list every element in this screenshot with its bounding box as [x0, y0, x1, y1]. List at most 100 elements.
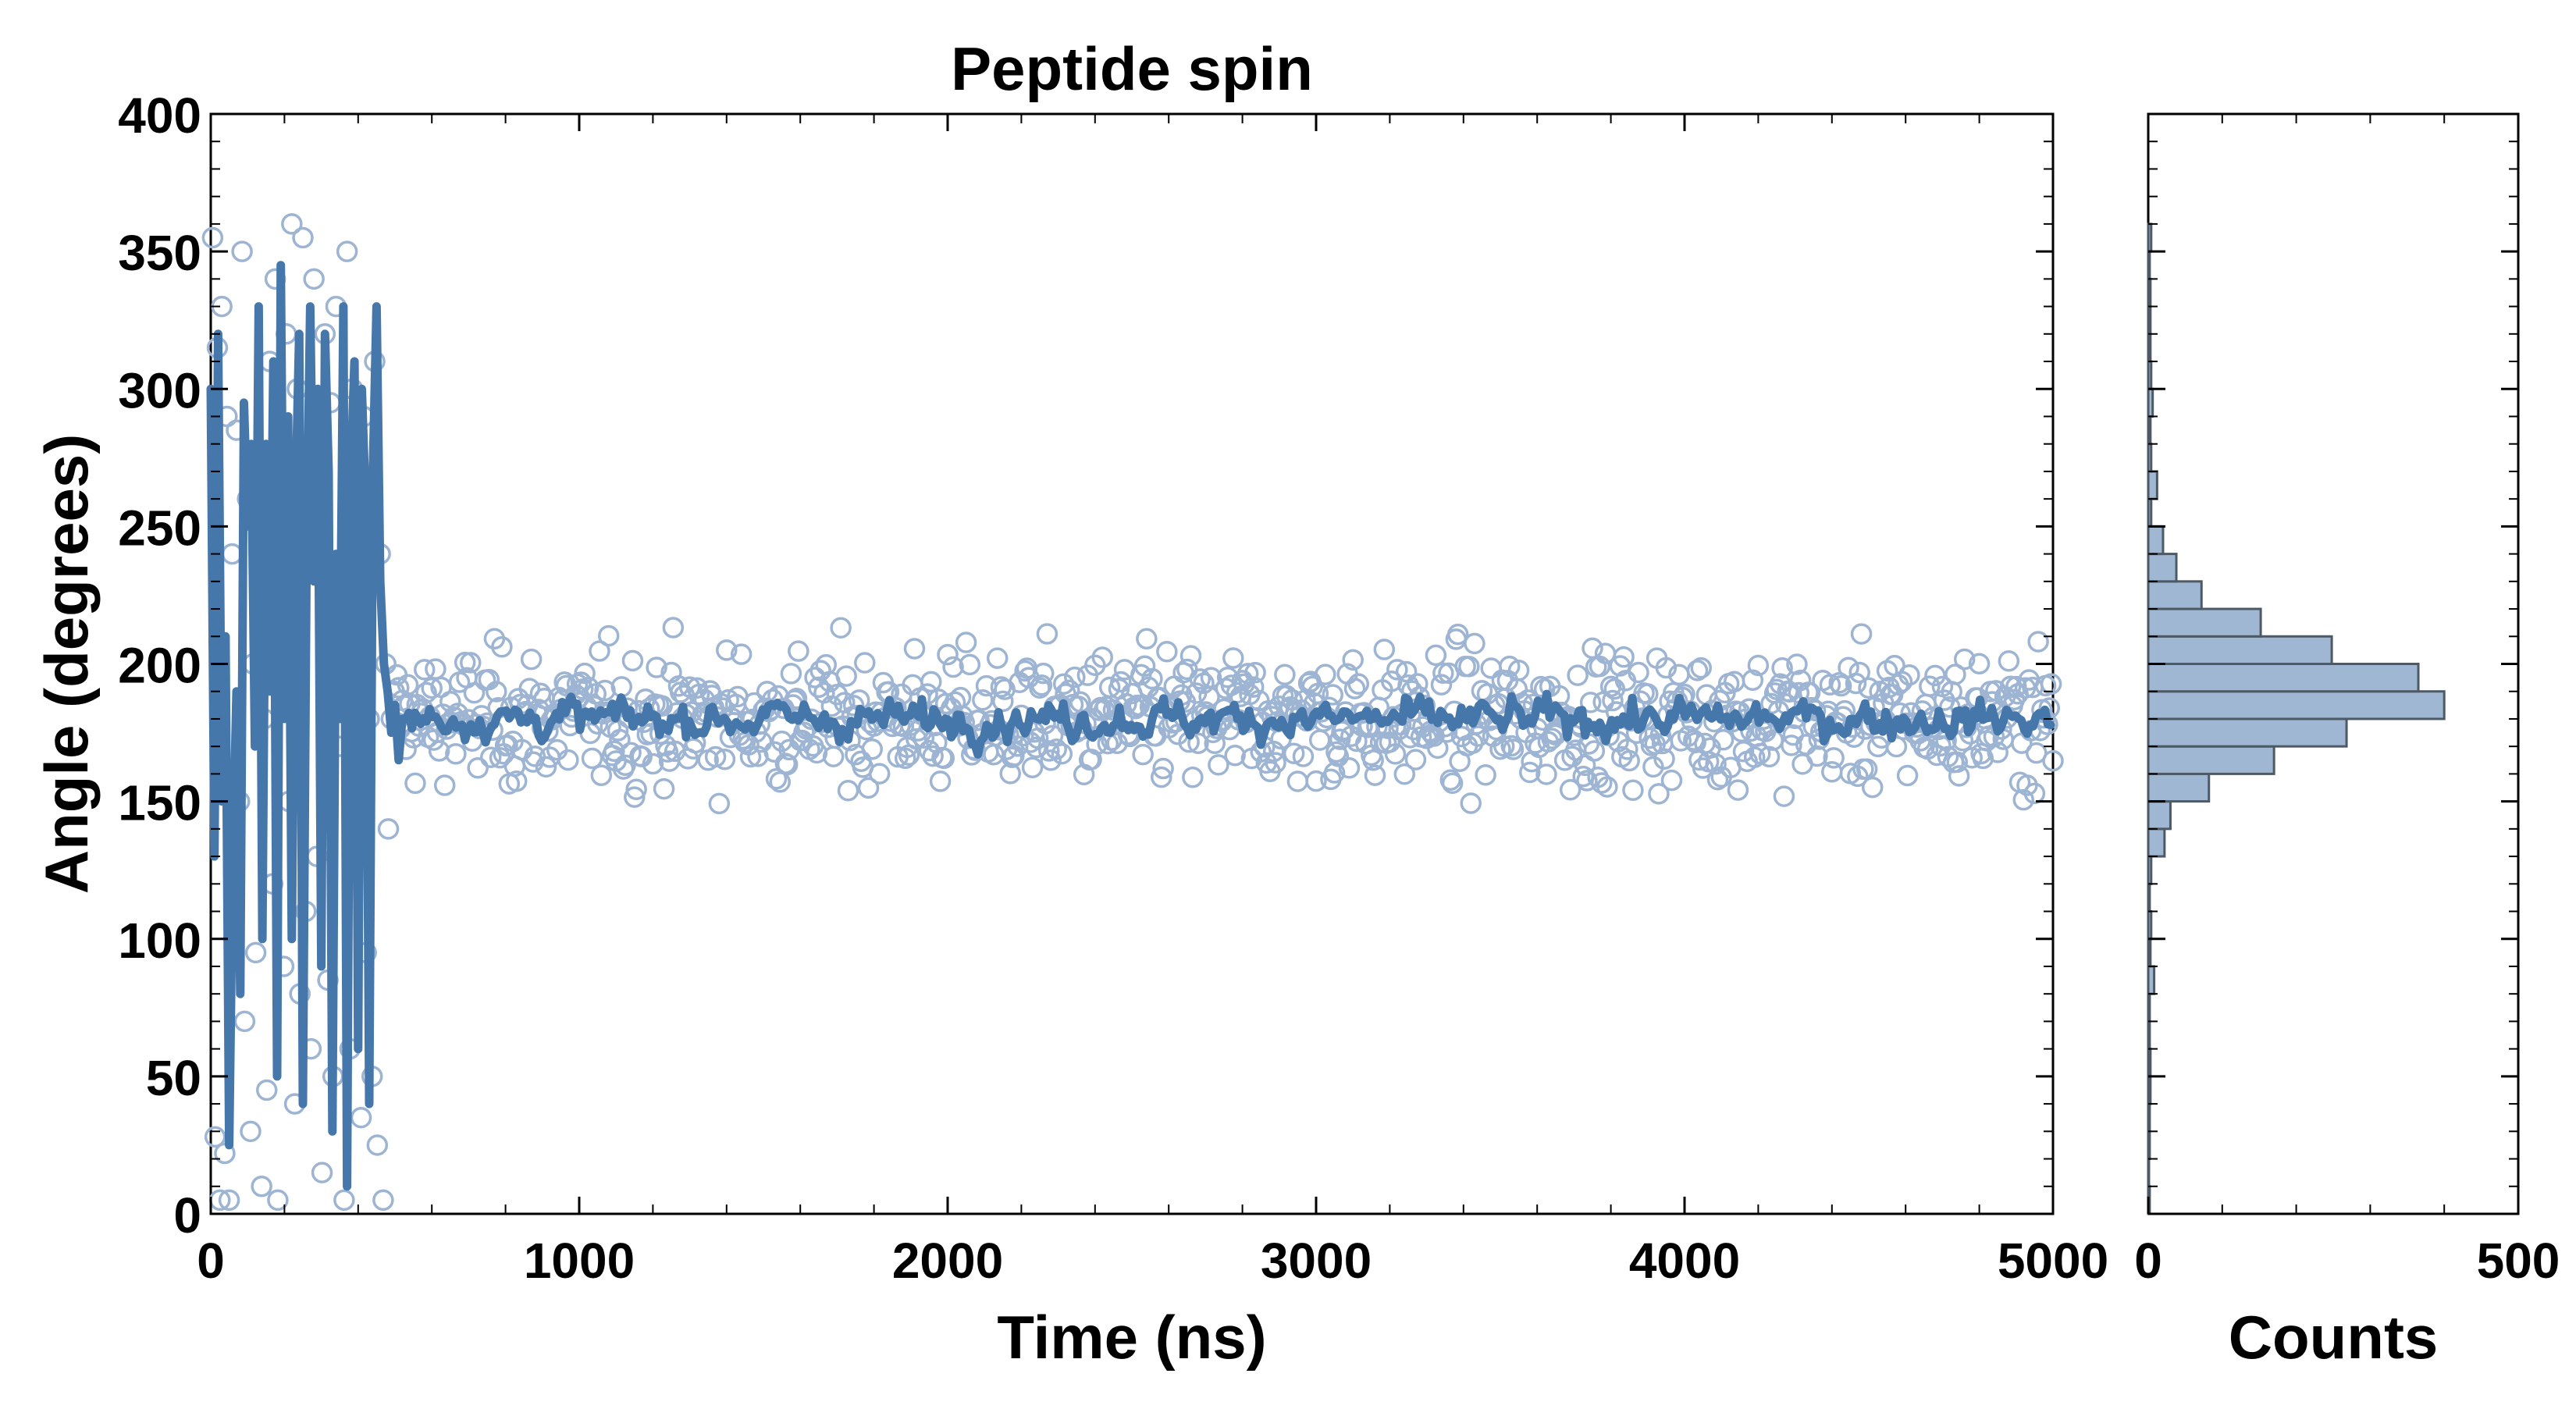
- data-point: [662, 617, 685, 639]
- data-point: [1850, 623, 1873, 645]
- data-point: [894, 747, 916, 770]
- data-point: [972, 688, 994, 711]
- data-point: [1705, 753, 1727, 775]
- data-point: [404, 772, 426, 795]
- chart-title: Peptide spin: [951, 34, 1313, 103]
- data-point: [463, 681, 486, 704]
- x-tick-label: 3000: [1261, 1233, 1372, 1289]
- data-point: [1602, 689, 1624, 712]
- data-point: [1845, 672, 1867, 695]
- data-point: [1243, 676, 1265, 698]
- data-point: [1795, 734, 1817, 756]
- data-point: [496, 734, 518, 756]
- data-point: [292, 226, 314, 249]
- data-point: [1025, 736, 1048, 759]
- histogram-bar: [2147, 222, 2153, 253]
- data-point: [1898, 664, 1920, 686]
- data-point: [656, 741, 679, 763]
- data-point: [1749, 742, 1771, 765]
- data-point: [333, 1189, 355, 1212]
- data-point: [1819, 674, 1841, 696]
- data-point: [968, 709, 990, 731]
- data-point: [1110, 671, 1132, 693]
- data-point: [1404, 749, 1427, 770]
- data-point: [2027, 631, 2049, 653]
- data-point: [603, 740, 625, 762]
- data-point: [992, 690, 1014, 713]
- data-point: [1244, 661, 1266, 684]
- data-point: [1637, 683, 1659, 705]
- data-point: [1885, 735, 1908, 758]
- data-point: [1589, 655, 1611, 678]
- data-point: [1080, 749, 1102, 770]
- data-point: [589, 640, 610, 662]
- data-point: [942, 656, 964, 678]
- y-tick-label: 150: [118, 775, 201, 831]
- data-point: [854, 652, 876, 674]
- data-point: [1968, 653, 1991, 675]
- data-point: [1384, 743, 1407, 765]
- data-point: [511, 738, 533, 761]
- data-point: [1946, 751, 1969, 774]
- data-point: [1712, 728, 1735, 751]
- data-point: [1347, 673, 1370, 695]
- data-point: [590, 764, 613, 787]
- data-point: [1891, 671, 1913, 693]
- data-point: [1069, 691, 1091, 713]
- data-point: [578, 676, 600, 699]
- data-point: [1151, 766, 1172, 788]
- data-point: [1179, 645, 1202, 667]
- data-point: [1446, 623, 1469, 646]
- data-point: [903, 638, 926, 660]
- data-point: [625, 778, 647, 800]
- data-point: [861, 738, 883, 760]
- data-point: [311, 1162, 333, 1183]
- data-point: [518, 678, 541, 699]
- data-point: [1861, 776, 1884, 799]
- histogram-bar: [2147, 277, 2152, 308]
- data-point: [1343, 678, 1366, 699]
- data-point: [739, 745, 762, 768]
- data-point: [1036, 623, 1059, 645]
- data-point: [520, 648, 543, 671]
- data-point: [377, 818, 400, 840]
- data-point: [1030, 674, 1053, 696]
- data-point: [1618, 749, 1640, 772]
- x-tick-label: 2000: [892, 1233, 1003, 1289]
- histogram-bar: [2147, 525, 2165, 556]
- data-point: [267, 1189, 289, 1212]
- data-point: [506, 770, 528, 792]
- data-point: [780, 663, 802, 685]
- data-point: [1572, 765, 1594, 788]
- data-point: [415, 681, 437, 704]
- data-point: [1690, 656, 1712, 679]
- data-point: [1773, 785, 1795, 807]
- data-point: [1613, 646, 1635, 668]
- data-point: [1315, 664, 1336, 685]
- data-point: [1141, 667, 1163, 690]
- data-point: [837, 780, 859, 802]
- data-point: [621, 649, 644, 672]
- y-tick-label: 100: [118, 913, 201, 969]
- y-tick-label: 250: [118, 500, 201, 556]
- data-point: [1579, 692, 1602, 713]
- data-point: [366, 1134, 389, 1156]
- data-point: [1286, 770, 1309, 792]
- y-tick-label: 50: [146, 1050, 201, 1106]
- data-point: [1467, 725, 1489, 747]
- data-point: [1136, 628, 1158, 650]
- y-tick-label: 400: [118, 87, 201, 144]
- data-point: [1364, 764, 1386, 786]
- data-point: [1706, 768, 1729, 791]
- data-point: [1001, 746, 1023, 769]
- data-point: [281, 213, 303, 235]
- data-point: [1953, 648, 1976, 671]
- histogram-bar: [2147, 470, 2158, 500]
- data-point: [906, 728, 927, 750]
- data-point: [1660, 769, 1683, 792]
- data-point: [1395, 660, 1418, 683]
- data-point: [1655, 656, 1678, 679]
- data-point: [1021, 756, 1044, 779]
- data-point: [933, 747, 955, 770]
- data-point: [598, 624, 620, 647]
